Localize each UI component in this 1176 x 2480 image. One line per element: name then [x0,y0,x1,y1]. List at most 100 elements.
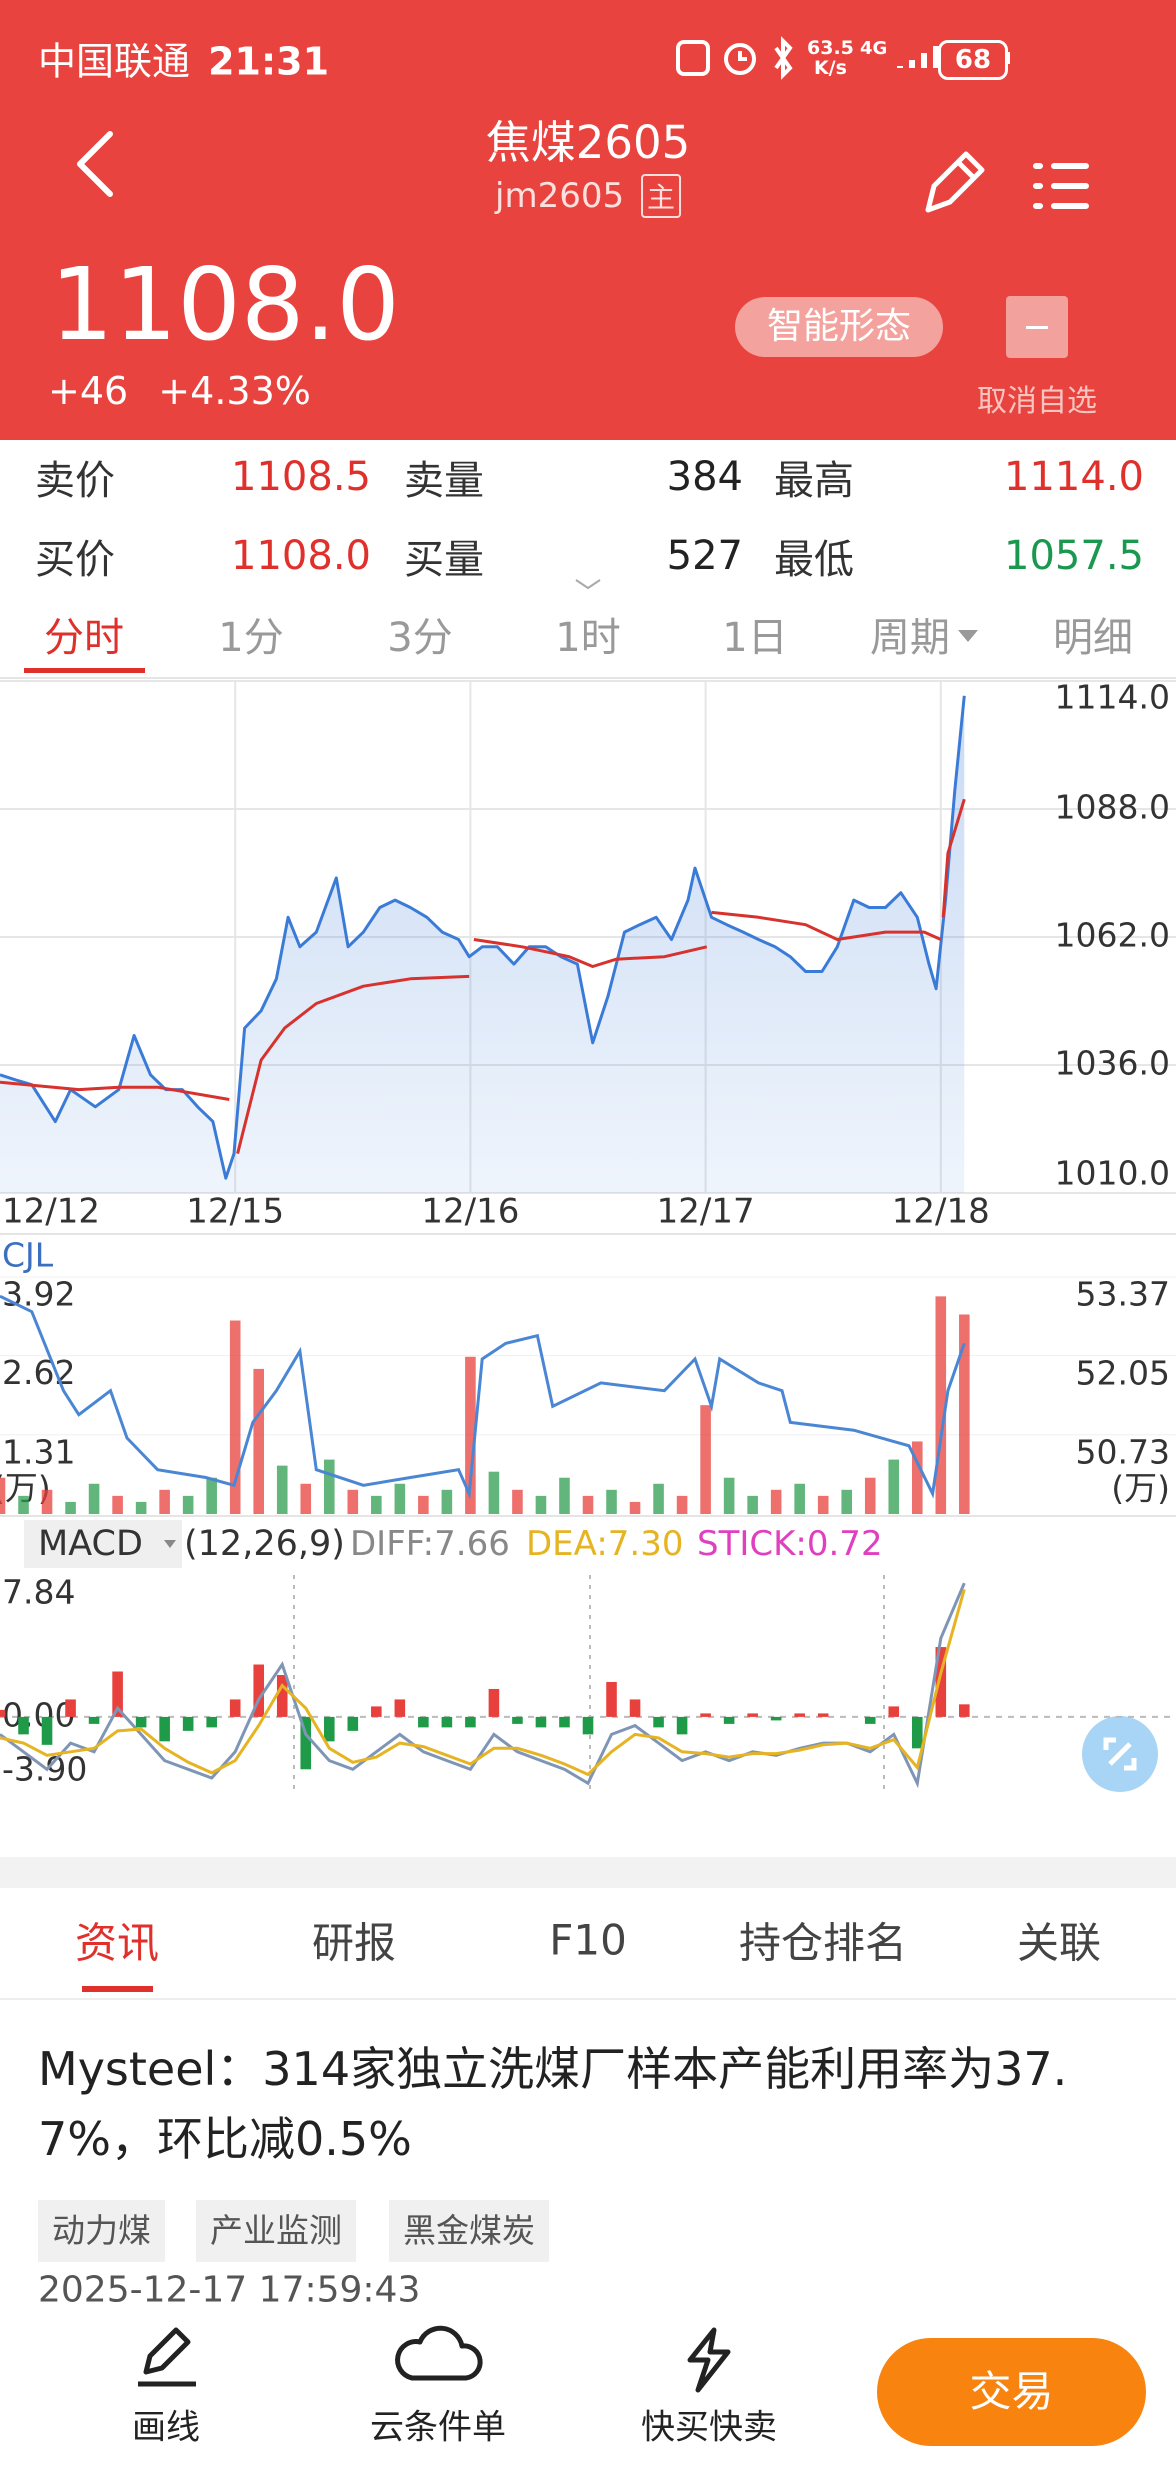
volume-bar [323,1459,335,1514]
code-line: jm2605 主 [495,174,681,218]
info-tab[interactable]: F10 [549,1915,627,1965]
x-tick-label: 12/17 [657,1192,755,1232]
macd-selector[interactable] [24,1520,182,1568]
stick-bar [488,1688,500,1717]
trade-button[interactable]: 交易 [877,2338,1146,2446]
watch-label: 取消自选 [977,384,1097,419]
price-area [0,695,965,1193]
volume-bar [770,1489,782,1514]
volume-bar [88,1483,100,1514]
volume-bar [864,1477,876,1514]
dea-label: DEA:7.30 [526,1524,684,1564]
stick-bar [535,1716,547,1728]
nav-label[interactable]: 快买快卖 [641,2407,777,2448]
info-tab[interactable]: 关联 [1016,1918,1102,1968]
y-tick-label: 2.62 [2,1353,75,1392]
period-tab[interactable]: 3分 [387,615,453,661]
fullscreen-button[interactable] [1082,1716,1158,1792]
nav-icons [138,2325,731,2393]
volume-bar [911,1441,923,1514]
period-tab[interactable]: 周期 [870,615,950,661]
expand-chevron[interactable] [575,579,601,590]
volume-bar [182,1495,194,1514]
volume-bar [18,1495,29,1514]
period-tab[interactable]: 1日 [722,615,788,661]
volume-bar [676,1495,688,1514]
quote-label: 最低 [774,537,854,583]
nav-label[interactable]: 画线 [132,2407,200,2448]
y-tick-label: 7.84 [2,1573,75,1612]
info-tab[interactable]: 持仓排名 [738,1918,908,1968]
y-tick-label: 1114.0 [1055,678,1170,717]
y-tick-label: 1088.0 [1055,788,1170,827]
volume-bar [606,1489,617,1514]
volume-bar [535,1495,547,1514]
volume-bar [159,1489,170,1514]
nav-label[interactable]: 云条件单 [370,2407,506,2448]
y-tick-label: 1.31 [2,1432,75,1471]
quote-label: 最高 [774,458,854,504]
quote-label: 卖价 [35,458,115,504]
carrier: 中国联通 [38,39,191,84]
net-speed-value: 63.5 [807,37,854,59]
period-tab[interactable]: 1时 [555,615,621,661]
news-tag[interactable]: 产业监测 [196,2200,356,2262]
stick-bar [112,1671,123,1717]
news-title[interactable]: Mysteel：314家独立洗煤厂样本产能利用率为37.7%，环比减0.5% [38,2042,1068,2166]
macd-params: (12,26,9) [184,1524,345,1564]
quote-value: 527 [666,533,743,579]
y-tick-label: 1036.0 [1055,1044,1170,1083]
tab-underline [82,1986,153,1992]
volume-bar [65,1501,76,1514]
volume-bar [112,1495,123,1514]
pattern-button[interactable]: 智能形态 [735,297,943,357]
period-dropdown[interactable] [958,630,978,642]
period-tab[interactable]: 1分 [218,615,284,661]
y-tick-label: -3.90 [2,1750,87,1789]
unit-label: (万) [0,1469,51,1508]
quote-value: 1057.5 [1004,533,1144,579]
volume-bar [465,1356,476,1514]
stick-bar [559,1716,570,1728]
volume-bar [747,1495,758,1514]
news-tag[interactable]: 黑金煤炭 [389,2200,549,2262]
info-tab[interactable]: 研报 [311,1918,397,1968]
volume-bar [629,1501,641,1514]
stick-bar [653,1716,664,1728]
change-line: +46 +4.33% [48,369,311,413]
stick-bar [582,1716,594,1735]
quote-value: 384 [666,454,743,500]
volume-bar [41,1489,53,1514]
watch-toggle[interactable] [1006,296,1068,358]
stick-bar [700,1713,711,1717]
volume-bar [653,1483,664,1514]
chart-label: CJL [2,1236,54,1275]
quote-label: 买价 [35,537,115,583]
volume-bar [253,1368,265,1514]
volume-bar [700,1405,711,1514]
volume-bar [394,1483,406,1514]
stick-bar [300,1716,312,1770]
stick-bar [394,1699,406,1717]
period-tab[interactable]: 分时 [44,615,124,661]
quote-value: 1108.0 [231,533,371,579]
quote-value: 1108.5 [231,454,371,500]
stick-bar [18,1716,29,1735]
x-tick-label: 12/12 [2,1192,100,1232]
volume-bar [935,1296,947,1514]
stick-bar [88,1716,100,1724]
volume-bar [300,1483,312,1514]
info-tab[interactable]: 资讯 [74,1918,160,1968]
y2-tick-label: 52.05 [1076,1354,1170,1393]
volume-bar [0,1477,6,1514]
stick-bar [65,1699,76,1717]
stick-bar [864,1716,876,1724]
volume-bar [488,1471,500,1514]
volume-bar [229,1320,241,1514]
stick-bar [229,1699,241,1717]
volume-bar [888,1459,900,1514]
period-tab[interactable]: 明细 [1053,615,1133,661]
volume-bar [841,1489,853,1514]
news-tag[interactable]: 动力煤 [38,2200,165,2262]
